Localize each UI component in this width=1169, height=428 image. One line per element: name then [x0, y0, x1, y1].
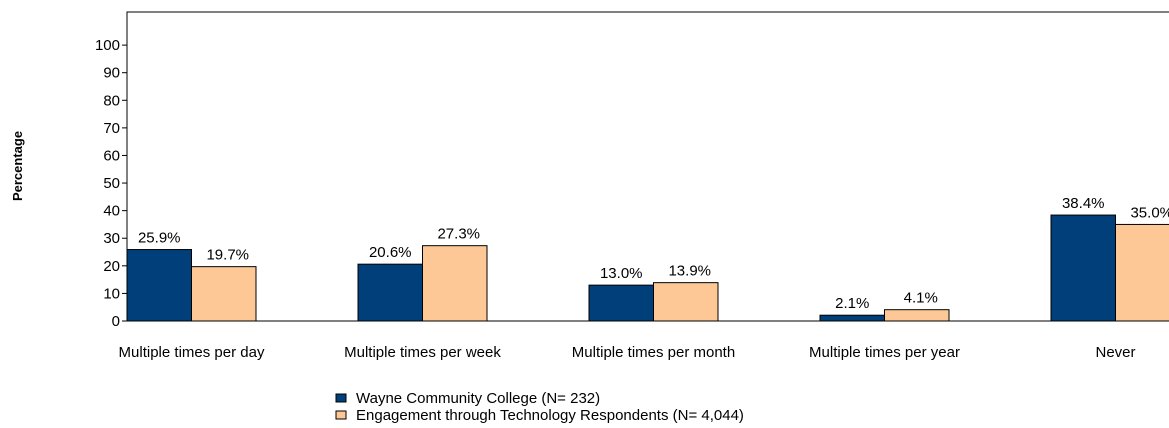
y-tick-label: 100	[95, 37, 120, 54]
legend-label: Engagement through Technology Respondent…	[356, 407, 744, 424]
y-axis-label: Percentage	[10, 131, 25, 201]
value-label: 20.6%	[369, 244, 412, 261]
bar	[422, 245, 488, 322]
value-label: 13.0%	[600, 265, 643, 282]
bar	[653, 282, 719, 322]
value-label: 38.4%	[1062, 195, 1105, 212]
y-tick-label: 20	[103, 258, 120, 275]
x-tick-label: Multiple times per month	[572, 344, 735, 361]
value-label: 2.1%	[835, 295, 869, 312]
value-label: 27.3%	[437, 226, 480, 243]
bar	[357, 263, 423, 322]
x-tick-label: Multiple times per day	[119, 344, 265, 361]
bar	[884, 309, 950, 322]
bar	[588, 284, 654, 322]
y-tick-label: 50	[103, 175, 120, 192]
legend-swatch	[335, 410, 347, 420]
bar	[191, 266, 257, 322]
x-tick-label: Never	[1095, 344, 1135, 361]
legend-label: Wayne Community College (N= 232)	[356, 390, 600, 407]
y-tick-label: 80	[103, 92, 120, 109]
plot-frame	[126, 11, 1169, 322]
bar	[1050, 214, 1116, 322]
y-tick-label: 0	[112, 313, 120, 330]
y-tick-label: 10	[103, 285, 120, 302]
legend-swatch	[335, 393, 347, 403]
y-tick-label: 60	[103, 147, 120, 164]
y-tick-label: 70	[103, 120, 120, 137]
x-tick-label: Multiple times per year	[809, 344, 960, 361]
value-label: 4.1%	[904, 290, 938, 307]
bar	[1115, 223, 1169, 322]
y-tick-label: 90	[103, 65, 120, 82]
value-label: 13.9%	[668, 263, 711, 280]
bar	[126, 249, 192, 322]
y-tick-label: 30	[103, 230, 120, 247]
x-tick-label: Multiple times per week	[344, 344, 501, 361]
value-label: 19.7%	[206, 247, 249, 264]
y-tick-label: 40	[103, 203, 120, 220]
bar	[819, 314, 885, 322]
value-label: 35.0%	[1130, 204, 1169, 221]
value-label: 25.9%	[138, 230, 181, 247]
